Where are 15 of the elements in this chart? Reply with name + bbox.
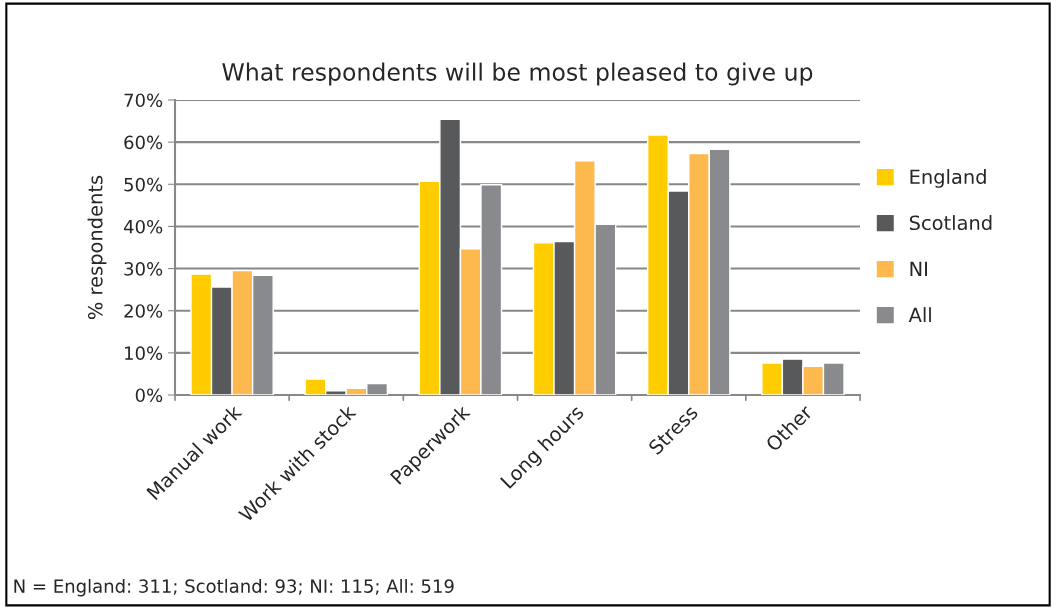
y-tick-label: 0%: [135, 388, 163, 403]
text: N = England: 311; Scotland: 93; NI: 115; All: 519: [14, 578, 454, 597]
legend-label: Scotland: [909, 215, 992, 231]
y-axis-title: % respondents: [87, 175, 107, 320]
legend-label: England: [910, 169, 986, 188]
y-tick-label: 40%: [123, 219, 163, 234]
y-tick-label: 20%: [124, 304, 163, 318]
y-tick-label: 30%: [124, 262, 163, 276]
y-tick-label: 10%: [125, 346, 163, 360]
legend-label: All: [908, 307, 931, 322]
y-tick-label: 50%: [124, 177, 163, 192]
legend-label: NI: [910, 261, 927, 276]
chart-title: What respondents will be most pleased to give up: [222, 62, 813, 86]
y-tick-label: 70%: [124, 93, 163, 108]
y-tick-label: 60%: [124, 135, 163, 150]
